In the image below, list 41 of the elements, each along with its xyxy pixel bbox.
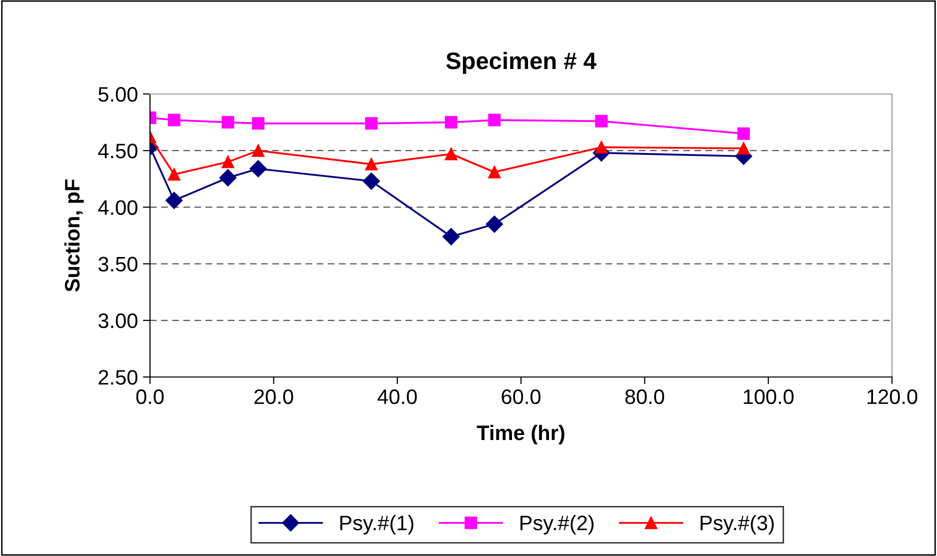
point [222, 116, 234, 129]
y-tick-label: 2.50 [98, 370, 138, 385]
point [444, 116, 458, 129]
point [442, 228, 460, 246]
point [365, 158, 378, 170]
point [166, 192, 183, 209]
point [737, 142, 750, 155]
x-tick-label: 40.0 [378, 389, 417, 404]
point [168, 168, 180, 181]
legend-label: Psy.#(1) [340, 515, 414, 534]
legend-label: Psy.#(3) [700, 515, 774, 534]
point [362, 172, 380, 190]
point [737, 127, 750, 140]
point [488, 114, 501, 126]
y-tick-label: 3.50 [98, 256, 138, 272]
y-tick-label: 3.00 [98, 313, 138, 328]
y-tick-label: 5.00 [98, 87, 138, 102]
point [222, 156, 234, 168]
point [252, 144, 264, 157]
point [595, 140, 608, 154]
y-axis-title: Suction, pF [64, 180, 84, 292]
point [595, 114, 608, 128]
chart-title: Specimen # 4 [446, 52, 596, 74]
x-axis-title: Time (hr) [476, 424, 564, 444]
y-tick-label: 4.00 [98, 200, 138, 215]
point [365, 117, 378, 130]
point [486, 216, 503, 233]
point [168, 114, 180, 126]
x-tick-label: 20.0 [254, 389, 294, 404]
y-tick-label: 4.50 [98, 144, 138, 158]
point [444, 148, 458, 160]
point [250, 160, 267, 178]
point [488, 166, 501, 178]
legend-label: Psy.#(2) [520, 515, 594, 534]
x-tick-label: 0.0 [136, 389, 164, 404]
point [219, 169, 236, 186]
x-tick-label: 120.0 [868, 389, 918, 404]
x-tick-label: 100.0 [744, 389, 794, 404]
x-tick-label: 80.0 [625, 389, 664, 404]
x-tick-label: 60.0 [502, 389, 540, 404]
point [252, 117, 264, 130]
